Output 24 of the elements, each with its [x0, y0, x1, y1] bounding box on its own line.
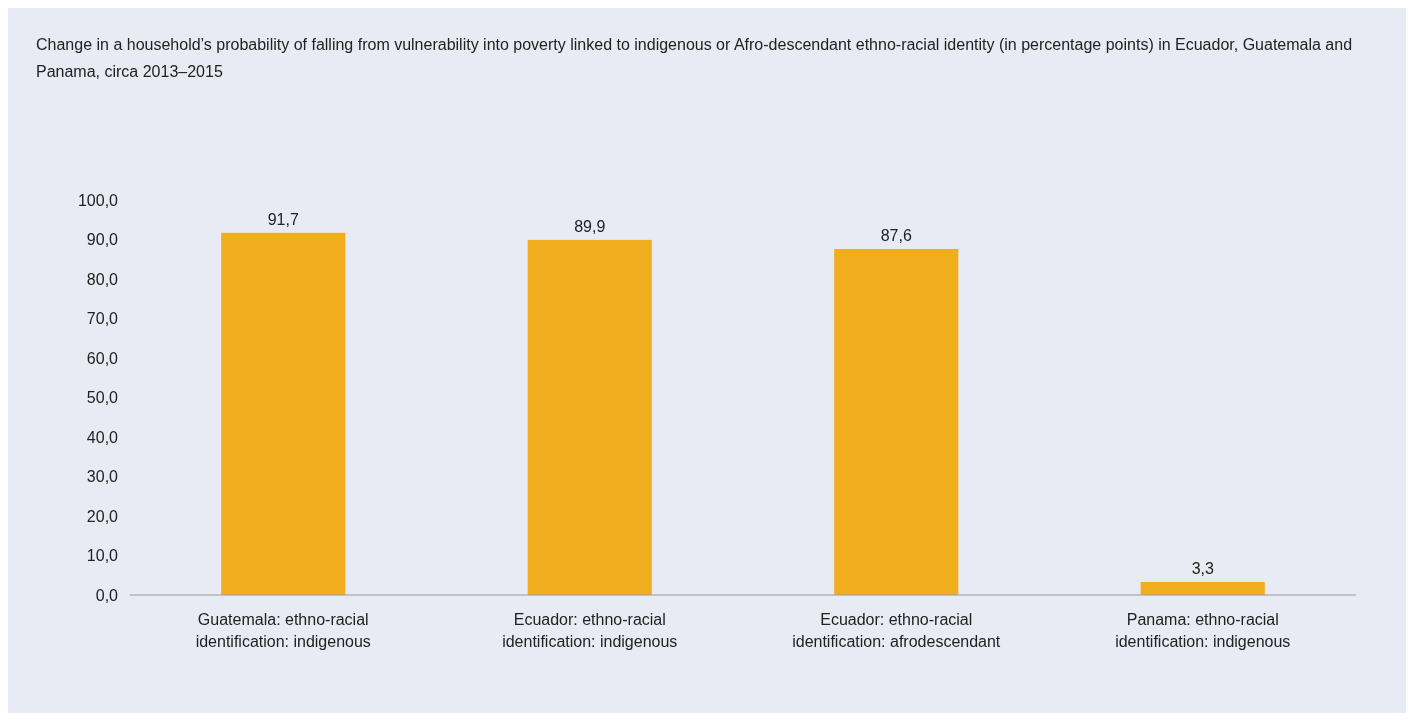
- data-label: 89,9: [574, 217, 606, 235]
- y-tick-label: 60,0: [86, 349, 119, 367]
- bar: [834, 248, 959, 595]
- y-tick-label: 10,0: [86, 547, 119, 565]
- y-tick-label: 70,0: [86, 310, 119, 328]
- data-label: 87,6: [880, 226, 912, 244]
- bar: [221, 232, 346, 595]
- bar: [527, 239, 652, 595]
- y-tick-label: 80,0: [86, 270, 119, 288]
- y-tick-label: 90,0: [86, 231, 119, 249]
- y-tick-label: 100,0: [77, 191, 119, 209]
- bar: [1140, 581, 1265, 595]
- x-tick-label: Guatemala: ethno-racial identification: indigenous: [195, 611, 371, 650]
- x-tick-label: Ecuador: ethno-racial identification: afrodescendant: [792, 611, 1001, 650]
- chart-title: Change in a household’s probability of falling from vulnerability into poverty linked to indigenous or Afro-descendant ethno-racial identity (in percentage points) in Ecuador, Guatemala and Panama, circa 2013–2015: [36, 36, 1353, 80]
- x-tick-label: Panama: ethno-racial identification: indigenous: [1115, 611, 1291, 650]
- data-label: 3,3: [1191, 559, 1214, 577]
- y-tick-label: 50,0: [86, 389, 119, 407]
- y-tick-label: 40,0: [86, 428, 119, 446]
- y-tick-label: 30,0: [86, 468, 119, 486]
- y-tick-label: 0,0: [95, 586, 119, 604]
- data-label: 91,7: [267, 210, 299, 228]
- y-tick-label: 20,0: [86, 507, 119, 525]
- x-tick-label: Ecuador: ethno-racial identification: indigenous: [502, 611, 678, 650]
